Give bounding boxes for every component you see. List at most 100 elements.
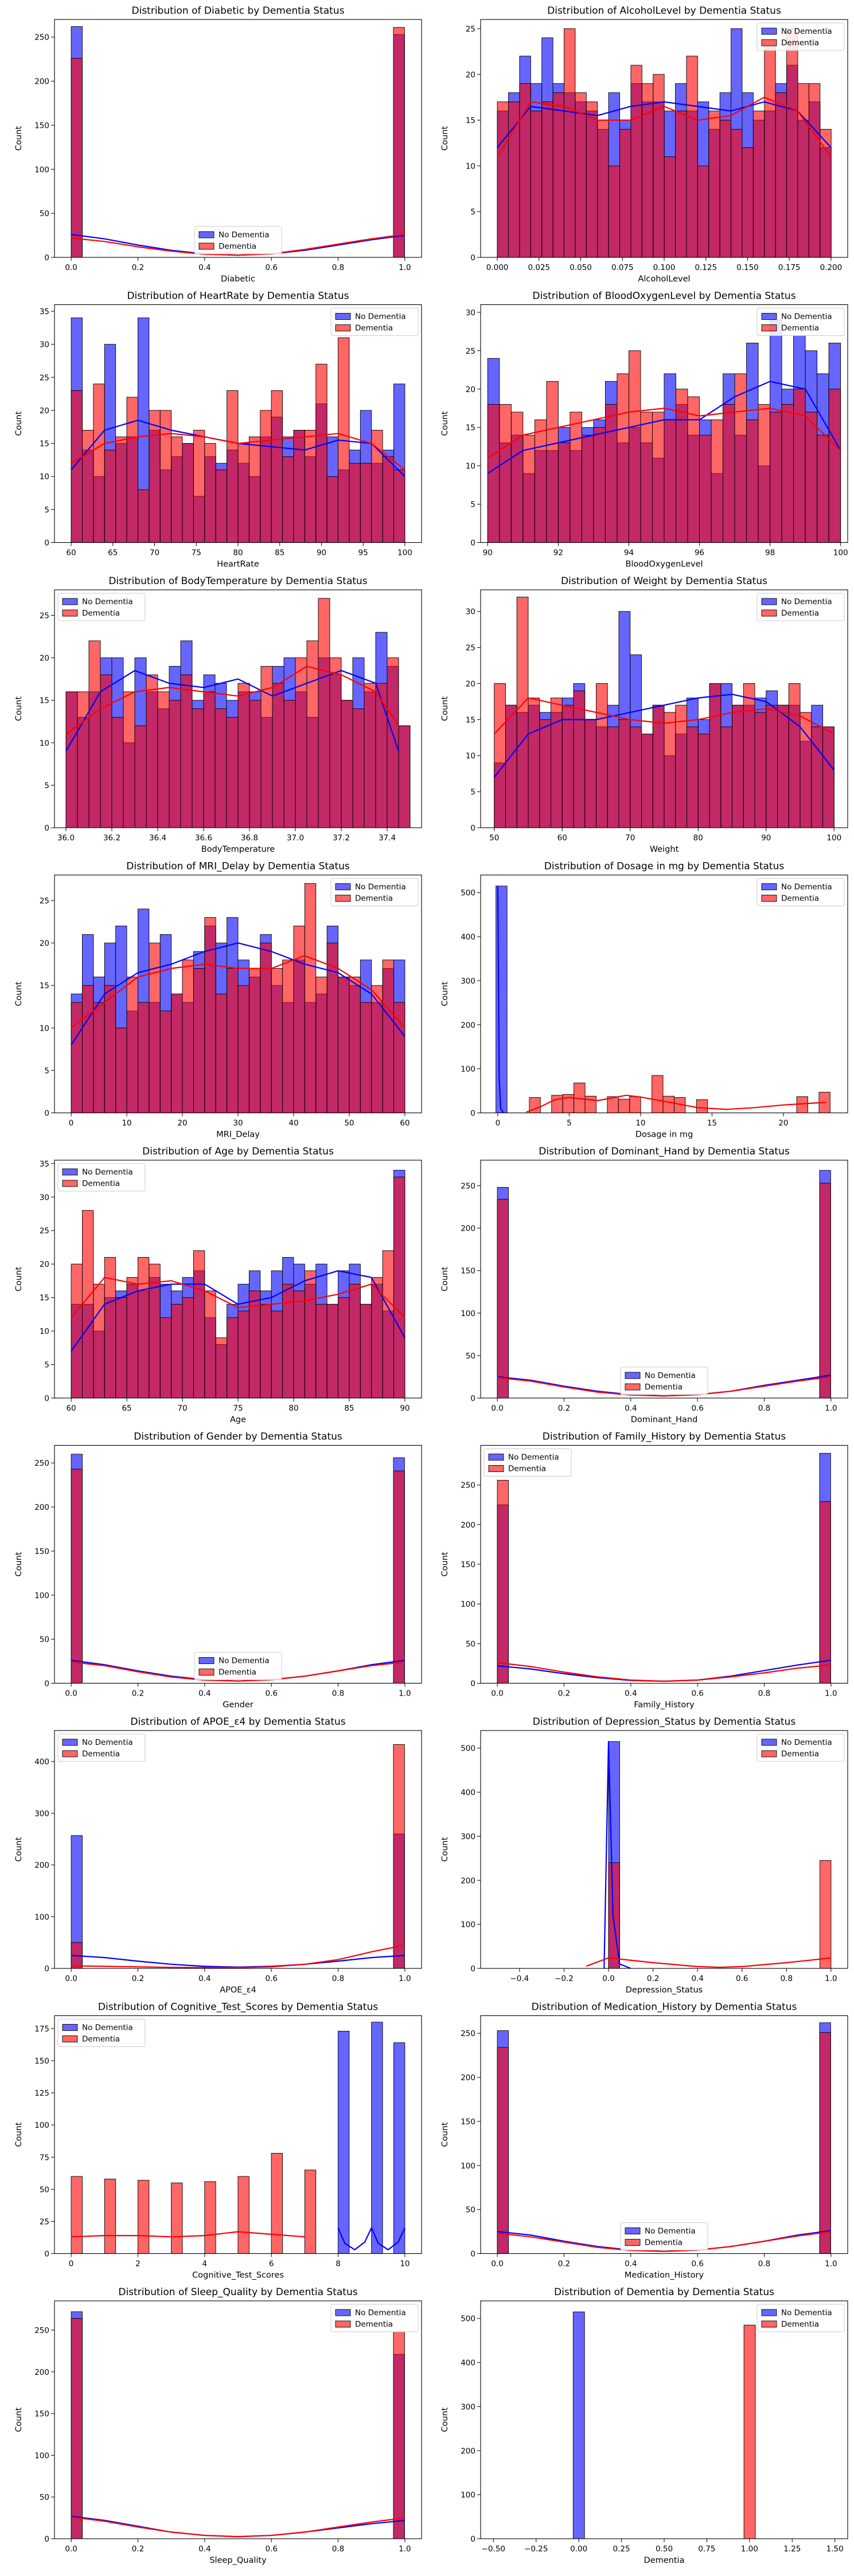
histogram-bar [93, 383, 105, 543]
histogram-bar [82, 985, 94, 1113]
legend-swatch-no-dementia [761, 1739, 777, 1746]
histogram-bar [697, 165, 709, 257]
histogram-bar [652, 1075, 664, 1113]
chart-panel: Distribution of Gender by Dementia Statu… [14, 1431, 422, 1710]
histogram-bar [398, 725, 411, 828]
histogram-bar [203, 691, 216, 828]
y-tick-label: 50 [466, 1639, 475, 1649]
legend-label: No Dementia [781, 883, 832, 892]
x-tick-label: −0.25 [524, 2544, 548, 2554]
chart-title: Distribution of Dementia by Dementia Sta… [554, 2287, 774, 2298]
legend-box [330, 308, 419, 336]
plot-area [71, 1170, 405, 1398]
y-tick-label: 100 [34, 1913, 49, 1922]
histogram-bar [797, 83, 809, 257]
x-tick-label: 80 [233, 549, 243, 558]
histogram-bar [171, 2182, 183, 2254]
histogram-bar [662, 1095, 674, 1113]
y-tick-label: 200 [461, 2073, 475, 2082]
legend: No Dementia Dementia [57, 2019, 146, 2047]
histogram-bar [171, 993, 183, 1113]
chart-title: Distribution of MRI_Delay by Dementia St… [126, 861, 350, 872]
y-tick-label: 10 [40, 1327, 49, 1336]
histogram-bar [793, 389, 806, 543]
axes-frame [54, 2300, 422, 2539]
histogram-bar [393, 469, 405, 543]
y-tick-label: 0 [470, 2250, 475, 2259]
histogram-bar [494, 683, 506, 828]
y-tick-label: 400 [461, 1788, 475, 1798]
histogram-bar [811, 726, 824, 828]
y-tick-label: 150 [34, 121, 49, 130]
histogram-bar [618, 1099, 630, 1113]
x-tick-label: 0.2 [132, 1689, 144, 1698]
x-tick-label: 65 [122, 1404, 131, 1413]
x-tick-label: 0.4 [691, 1974, 703, 1983]
x-tick-label: 4 [202, 2260, 208, 2269]
legend-label: No Dementia [219, 1657, 270, 1666]
x-tick-label: 90 [761, 833, 771, 843]
histogram-bar [204, 443, 216, 543]
histogram-bar [819, 1183, 831, 1398]
histogram-bar [326, 1303, 338, 1398]
x-tick-label: 1.0 [825, 1689, 837, 1698]
x-tick-label: 36.2 [103, 833, 120, 843]
histogram-bar [551, 1095, 563, 1113]
axes-frame [480, 2015, 848, 2254]
x-tick-label: 0.4 [198, 1689, 210, 1698]
legend-swatch-no-dementia [761, 598, 777, 605]
histogram-bar [534, 419, 547, 543]
histogram-bar [711, 419, 723, 543]
histogram-bar [71, 390, 83, 543]
plot-area [586, 1741, 832, 1968]
plot-area [65, 598, 411, 828]
legend: No Dementia Dementia [330, 2304, 419, 2332]
series-bars-dementia [71, 27, 405, 257]
axes-frame [480, 304, 848, 543]
histogram-bar [819, 1501, 831, 1684]
y-tick-label: 0 [44, 253, 49, 263]
legend-swatch-no-dementia [625, 2227, 641, 2234]
y-tick-label: 20 [466, 679, 475, 688]
x-tick-label: 20 [778, 1119, 788, 1128]
kde-curve-dementia [497, 1376, 832, 1397]
x-tick-label: 10 [122, 1119, 131, 1128]
histogram-bar [364, 683, 376, 828]
y-tick-label: 250 [34, 1459, 49, 1468]
y-tick-label: 0 [470, 253, 475, 263]
histogram-bar [315, 976, 327, 1113]
x-tick-label: 36.0 [57, 833, 75, 843]
legend-label: Dementia [781, 609, 819, 618]
y-tick-label: 20 [40, 406, 49, 416]
x-tick-label: 75 [233, 1404, 243, 1413]
legend-label: Dementia [781, 894, 819, 903]
x-axis-label: Depression_Status [626, 1986, 703, 1995]
axes-frame [480, 1444, 848, 1684]
histogram-bar [282, 1283, 294, 1398]
series-bars-dementia [71, 883, 405, 1113]
legend-swatch-dementia [761, 324, 777, 331]
histogram-bar [271, 390, 283, 543]
legend-swatch-dementia [625, 1383, 641, 1391]
plot-area [497, 1453, 832, 1684]
legend-label: Dementia [645, 1383, 683, 1392]
histogram-bar [805, 412, 818, 543]
legend-swatch-dementia [62, 609, 78, 617]
legend-swatch-no-dementia [625, 1372, 641, 1379]
histogram-bar [766, 704, 778, 828]
y-axis-label: Count [440, 1267, 450, 1291]
kde-curve-dementia [487, 408, 841, 459]
x-tick-label: 0.100 [653, 263, 676, 272]
x-tick-label: 20 [177, 1119, 187, 1128]
kde-curve-no-dementia [497, 101, 832, 148]
histogram-bar [215, 1337, 228, 1398]
legend-label: Dementia [82, 1179, 120, 1188]
y-tick-label: 30 [40, 1193, 49, 1202]
histogram-bar [326, 476, 338, 543]
y-tick-label: 5 [44, 1066, 49, 1075]
histogram-bar [115, 1027, 127, 1113]
histogram-bar [315, 363, 327, 543]
series-bars-dementia [529, 1075, 830, 1113]
legend: No Dementia Dementia [756, 593, 845, 621]
legend-box [57, 1733, 146, 1762]
